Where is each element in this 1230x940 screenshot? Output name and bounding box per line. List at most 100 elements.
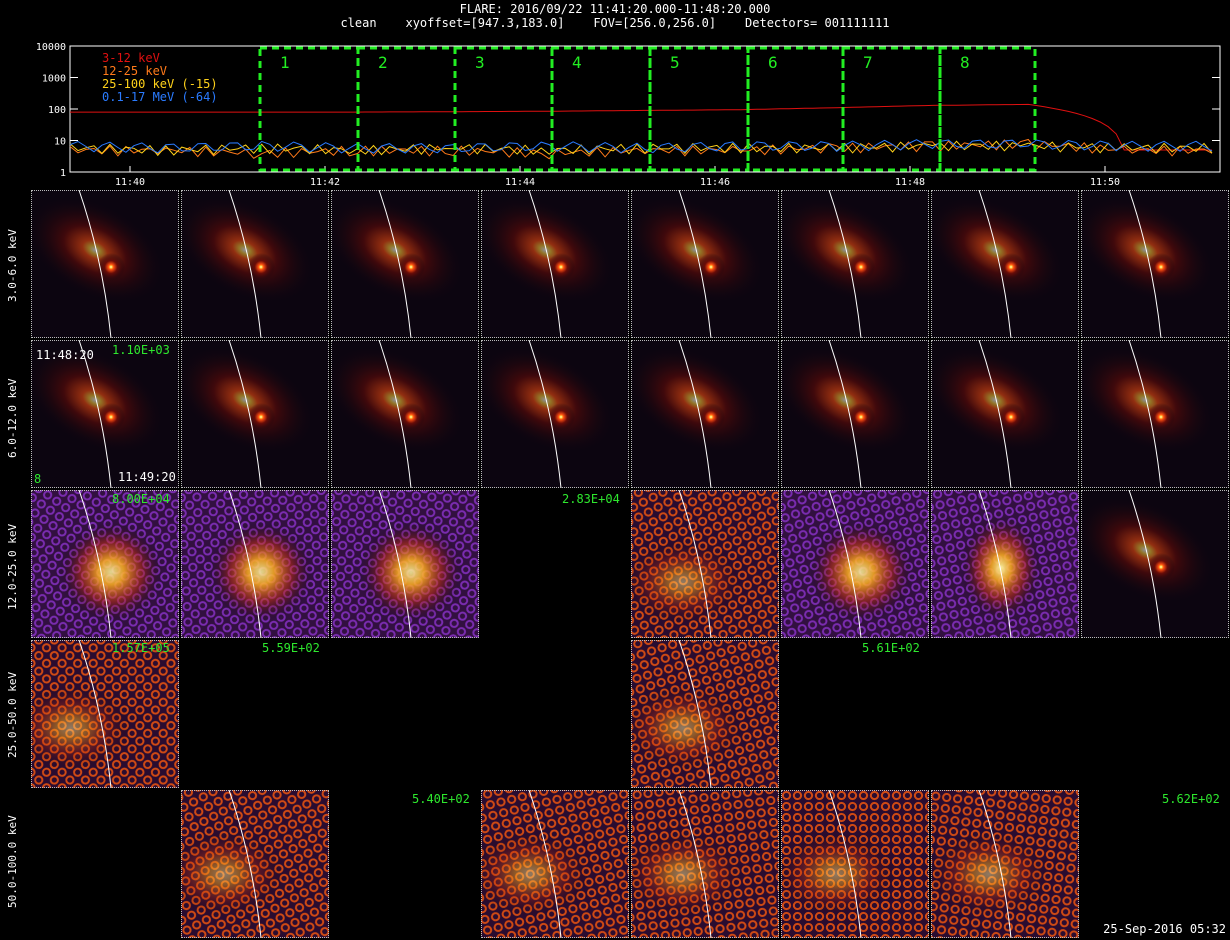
row-label-6-12: 6.0-12.0 keV bbox=[6, 378, 19, 458]
solar-map-r5-c6 bbox=[781, 790, 929, 938]
map-frame bbox=[331, 490, 479, 638]
interval-number-label: 8 bbox=[34, 472, 42, 486]
x-tick-label: 11:50 bbox=[1090, 177, 1120, 188]
map-frame bbox=[631, 640, 779, 788]
map-frame bbox=[631, 190, 779, 338]
interval-label: 8 bbox=[960, 53, 970, 72]
solar-map-r5-c7 bbox=[931, 790, 1079, 938]
row-label-50-100: 50.0-100.0 keV bbox=[6, 815, 19, 908]
interval-label: 6 bbox=[768, 53, 778, 72]
solar-map-r1-c3 bbox=[331, 190, 479, 338]
solar-map-r3-c1 bbox=[31, 490, 179, 638]
solar-map-r5-c2 bbox=[181, 790, 329, 938]
map-frame bbox=[31, 190, 179, 338]
scale-label-row1: 1.10E+03 bbox=[112, 343, 170, 357]
map-frame bbox=[31, 640, 179, 788]
solar-map-r1-c8 bbox=[1081, 190, 1229, 338]
plot-title: FLARE: 2016/09/22 11:41:20.000-11:48:20.… bbox=[459, 2, 771, 16]
map-frame bbox=[181, 340, 329, 488]
solar-map-r2-c5 bbox=[631, 340, 779, 488]
y-tick-label: 10000 bbox=[36, 42, 66, 53]
map-frame bbox=[331, 190, 479, 338]
scale-label-row3-col1: 1.57E+05 bbox=[112, 641, 170, 655]
map-frame bbox=[931, 490, 1079, 638]
x-tick-label: 11:46 bbox=[700, 177, 730, 188]
scale-label-row4-col8: 5.62E+02 bbox=[1162, 792, 1220, 806]
solar-map-r1-c4 bbox=[481, 190, 629, 338]
solar-map-r1-c6 bbox=[781, 190, 929, 338]
solar-map-r2-c2 bbox=[181, 340, 329, 488]
map-frame bbox=[631, 340, 779, 488]
interval-label: 5 bbox=[670, 53, 680, 72]
map-frame bbox=[181, 190, 329, 338]
series-line bbox=[69, 139, 1213, 154]
interval-label: 1 bbox=[280, 53, 290, 72]
x-tick-label: 11:42 bbox=[310, 177, 340, 188]
solar-map-r1-c2 bbox=[181, 190, 329, 338]
solar-map-r3-c6 bbox=[781, 490, 929, 638]
map-frame bbox=[181, 790, 329, 938]
map-frame bbox=[1081, 340, 1229, 488]
scale-label-row4-col3: 5.40E+02 bbox=[412, 792, 470, 806]
interval-box bbox=[938, 46, 1037, 172]
map-frame bbox=[481, 340, 629, 488]
legend-entry: 0.1-17 MeV (-64) bbox=[102, 90, 218, 104]
solar-map-r3-c5 bbox=[631, 490, 779, 638]
light-curve-chart: 1 10 100 1000 10000 11:40 11:42 11:44 11:46 11:48… bbox=[36, 42, 1221, 188]
solar-map-r2-c6 bbox=[781, 340, 929, 488]
interval-label: 7 bbox=[863, 53, 873, 72]
x-tick-label: 11:48 bbox=[895, 177, 925, 188]
solar-map-r4-c5 bbox=[631, 640, 779, 788]
series-line bbox=[70, 103, 1212, 151]
time-start-label: 11:48:20 bbox=[36, 348, 94, 362]
map-frame bbox=[931, 340, 1079, 488]
solar-map-r3-c2 bbox=[181, 490, 329, 638]
solar-map-r1-c5 bbox=[631, 190, 779, 338]
map-frame bbox=[1081, 190, 1229, 338]
plot-subtitle: clean xyoffset=[947.3,183.0] FOV=[256.0,… bbox=[340, 16, 890, 30]
time-end-label: 11:49:20 bbox=[118, 470, 176, 484]
solar-map-r2-c1 bbox=[31, 340, 179, 488]
solar-map-r2-c7 bbox=[931, 340, 1079, 488]
x-tick-label: 11:44 bbox=[505, 177, 535, 188]
solar-map-r5-c4 bbox=[481, 790, 629, 938]
map-frame bbox=[1081, 490, 1229, 638]
interval-box bbox=[841, 46, 942, 172]
footer-timestamp: 25-Sep-2016 05:32 bbox=[1103, 922, 1226, 936]
scale-label-row2-col4: 2.83E+04 bbox=[562, 492, 620, 506]
solar-map-r5-c5 bbox=[631, 790, 779, 938]
map-frame bbox=[781, 190, 929, 338]
solar-map-r2-c3 bbox=[331, 340, 479, 488]
legend-entry: 25-100 keV (-15) bbox=[102, 77, 218, 91]
row-label-3-6: 3.0-6.0 keV bbox=[6, 229, 19, 302]
solar-map-r2-c8 bbox=[1081, 340, 1229, 488]
solar-map-r3-c8 bbox=[1081, 490, 1229, 638]
interval-label: 2 bbox=[378, 53, 388, 72]
solar-map-r1-c1 bbox=[31, 190, 179, 338]
map-frame bbox=[331, 340, 479, 488]
y-tick-label: 10 bbox=[54, 137, 66, 148]
map-frame bbox=[931, 790, 1079, 938]
solar-map-r4-c1 bbox=[31, 640, 179, 788]
legend-entry: 12-25 keV bbox=[102, 64, 167, 78]
legend-entry: 3-12 keV bbox=[102, 51, 160, 65]
solar-map-r1-c7 bbox=[931, 190, 1079, 338]
map-frame bbox=[181, 490, 329, 638]
map-frame bbox=[31, 340, 179, 488]
scale-label-row2-col1: 8.00E+04 bbox=[112, 492, 170, 506]
series-line bbox=[69, 140, 1213, 157]
map-frame bbox=[631, 790, 779, 938]
y-tick-label: 1 bbox=[60, 168, 66, 179]
map-frame bbox=[931, 190, 1079, 338]
series-line bbox=[69, 138, 1213, 160]
scale-label-row3-col2: 5.59E+02 bbox=[262, 641, 320, 655]
solar-map-r2-c4 bbox=[481, 340, 629, 488]
row-label-25-50: 25.0-50.0 keV bbox=[6, 671, 19, 758]
solar-map-r3-c3 bbox=[331, 490, 479, 638]
y-tick-label: 100 bbox=[48, 105, 66, 116]
map-frame bbox=[481, 790, 629, 938]
interval-label: 4 bbox=[572, 53, 582, 72]
y-tick-label: 1000 bbox=[42, 74, 66, 85]
map-frame bbox=[781, 790, 929, 938]
scale-label-row3-col6: 5.61E+02 bbox=[862, 641, 920, 655]
